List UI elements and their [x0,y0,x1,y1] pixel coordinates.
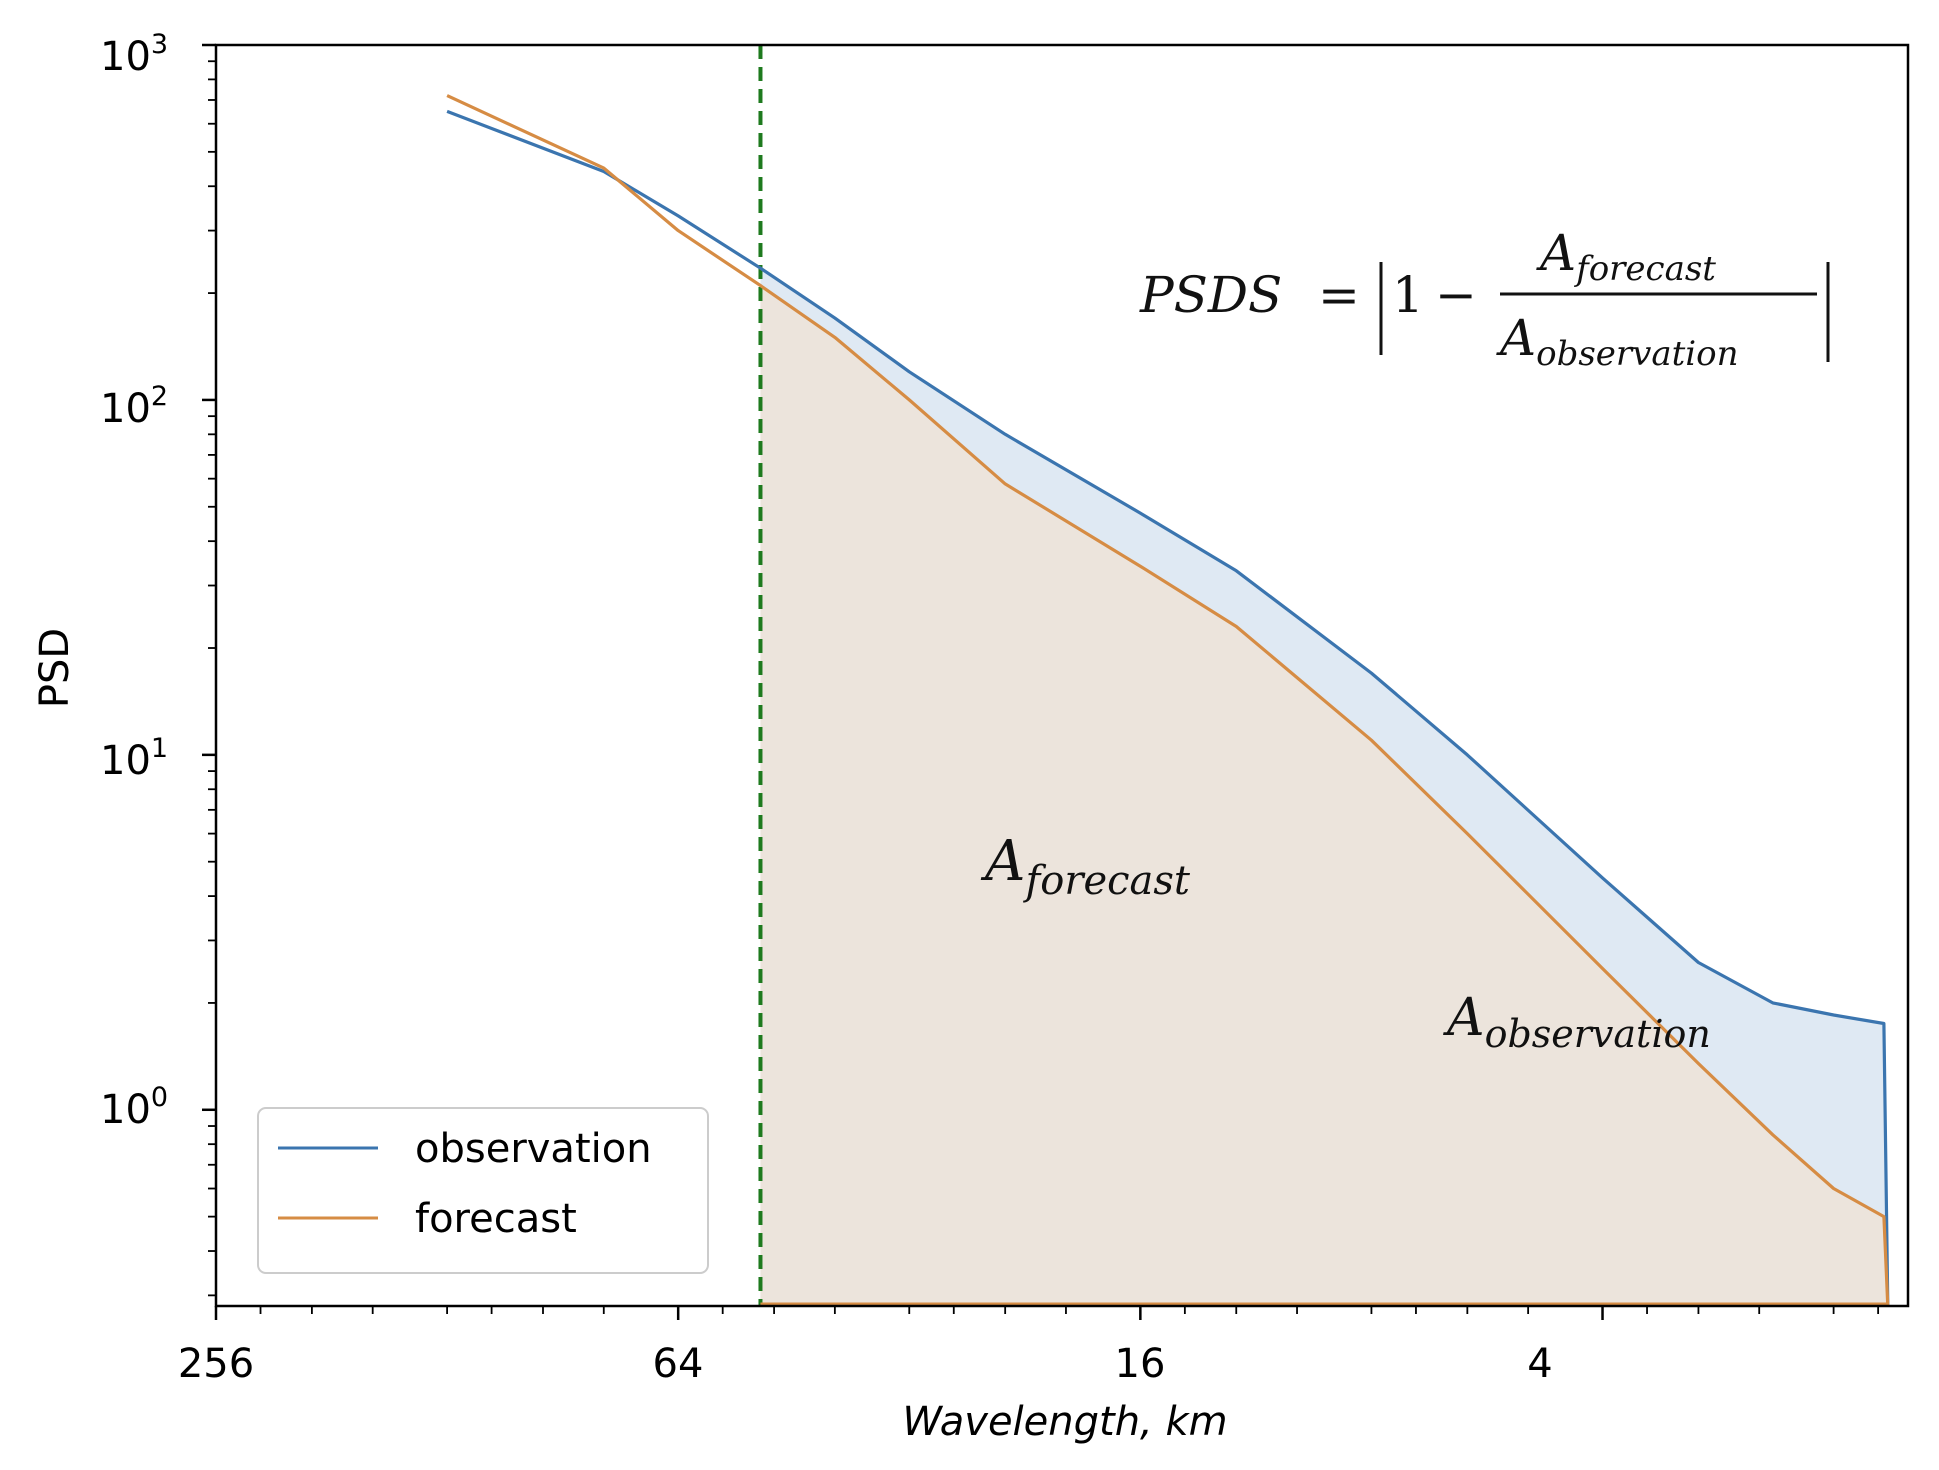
legend-label-observation: observation [415,1126,652,1172]
formula-equals: = [1318,266,1360,324]
plot-frame [214,43,1910,1308]
x-tick-label-64: 64 [653,1341,704,1387]
area-forecast-label: Aforecast [980,829,1191,904]
y-tick-label-10: 101 [100,733,168,784]
legend-label-forecast: forecast [415,1196,577,1242]
y-tick-label-1: 100 [100,1082,168,1133]
area-fills [760,268,1888,1307]
psds-formula: PSDS = 1 − Aforecast Aobservation [1139,224,1830,374]
series-line-observation [446,109,1890,1307]
area-observation-label: Aobservation [1443,988,1711,1056]
formula-numerator: Aforecast [1536,224,1716,289]
formula-one: 1 [1392,266,1424,324]
y-tick-label-100: 102 [100,381,168,432]
area-fill-forecast [760,285,1888,1307]
y-axis-label: PSD [32,628,78,708]
x-tick-label-4: 4 [1527,1341,1552,1387]
y-tick-label-1000: 103 [100,29,168,80]
formula-lhs: PSDS [1139,266,1282,324]
legend: observation forecast [257,1107,709,1274]
series-line-forecast [446,94,1890,1307]
x-tick-label-256: 256 [178,1341,254,1387]
formula-denominator: Aobservation [1496,309,1739,374]
x-axis-label: Wavelength, km [902,1399,1227,1445]
series-lines [446,94,1890,1307]
axis-ticks [202,43,1880,1320]
formula-minus: − [1435,266,1477,324]
x-tick-label-16: 16 [1115,1341,1166,1387]
